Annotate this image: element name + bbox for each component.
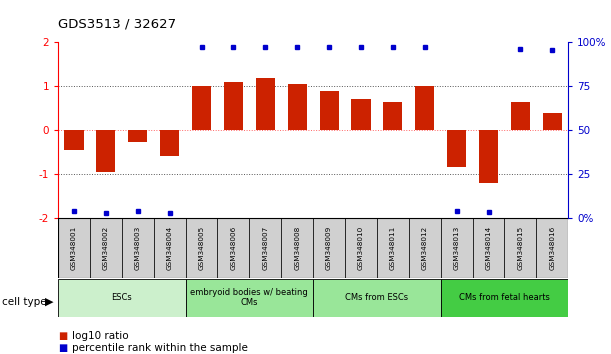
Bar <box>479 130 498 183</box>
Text: GSM348011: GSM348011 <box>390 226 396 270</box>
Bar <box>345 218 377 278</box>
Text: GSM348001: GSM348001 <box>71 226 77 270</box>
Bar <box>313 218 345 278</box>
Bar <box>58 218 90 278</box>
Text: GSM348008: GSM348008 <box>294 226 300 270</box>
Bar <box>409 218 441 278</box>
Text: GSM348002: GSM348002 <box>103 226 109 270</box>
Text: GSM348009: GSM348009 <box>326 226 332 270</box>
Bar <box>160 130 179 156</box>
Text: embryoid bodies w/ beating
CMs: embryoid bodies w/ beating CMs <box>191 288 308 307</box>
Bar <box>313 279 441 317</box>
Bar <box>58 279 186 317</box>
Bar <box>64 130 84 150</box>
Bar <box>90 218 122 278</box>
Text: GSM348012: GSM348012 <box>422 226 428 270</box>
Bar <box>472 218 505 278</box>
Bar <box>377 218 409 278</box>
Bar <box>281 218 313 278</box>
Text: log10 ratio: log10 ratio <box>72 331 129 341</box>
Text: percentile rank within the sample: percentile rank within the sample <box>72 343 248 353</box>
Bar <box>128 130 147 142</box>
Text: GSM348007: GSM348007 <box>262 226 268 270</box>
Bar <box>186 218 218 278</box>
Bar <box>256 78 275 130</box>
Text: GSM348015: GSM348015 <box>518 226 524 270</box>
Text: cell type: cell type <box>2 297 46 307</box>
Bar <box>320 91 338 130</box>
Text: GDS3513 / 32627: GDS3513 / 32627 <box>58 17 176 30</box>
Text: CMs from ESCs: CMs from ESCs <box>345 293 409 302</box>
Text: ■: ■ <box>58 331 67 341</box>
Bar <box>351 98 370 130</box>
Bar <box>249 218 281 278</box>
Text: ■: ■ <box>58 343 67 353</box>
Bar <box>511 102 530 130</box>
Text: GSM348014: GSM348014 <box>486 226 491 270</box>
Text: ▶: ▶ <box>45 297 53 307</box>
Bar <box>192 86 211 130</box>
Bar <box>383 102 403 130</box>
Text: GSM348016: GSM348016 <box>549 226 555 270</box>
Bar <box>441 279 568 317</box>
Bar <box>122 218 154 278</box>
Text: CMs from fetal hearts: CMs from fetal hearts <box>459 293 550 302</box>
Text: GSM348004: GSM348004 <box>167 226 173 270</box>
Text: GSM348003: GSM348003 <box>135 226 141 270</box>
Bar <box>224 82 243 130</box>
Text: GSM348005: GSM348005 <box>199 226 205 270</box>
Bar <box>415 86 434 130</box>
Bar <box>154 218 186 278</box>
Text: GSM348013: GSM348013 <box>453 226 459 270</box>
Bar <box>218 218 249 278</box>
Bar <box>288 84 307 130</box>
Bar <box>97 130 115 172</box>
Bar <box>543 113 562 130</box>
Text: GSM348006: GSM348006 <box>230 226 236 270</box>
Bar <box>186 279 313 317</box>
Text: ESCs: ESCs <box>111 293 132 302</box>
Bar <box>447 130 466 167</box>
Bar <box>505 218 536 278</box>
Text: GSM348010: GSM348010 <box>358 226 364 270</box>
Bar <box>441 218 472 278</box>
Bar <box>536 218 568 278</box>
